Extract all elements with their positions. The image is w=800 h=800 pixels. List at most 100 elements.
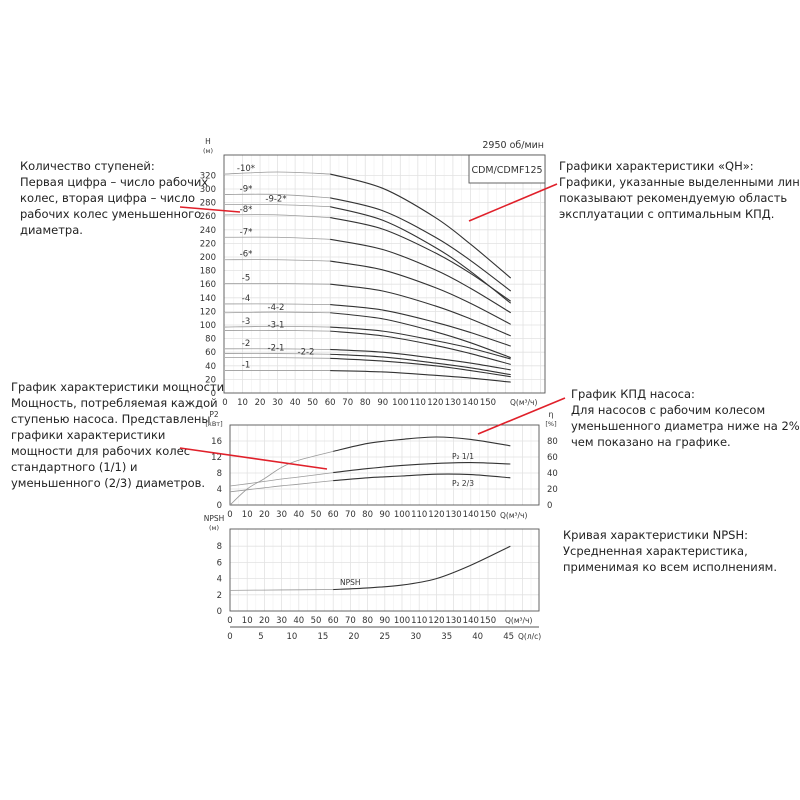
- y-axis-unit: (м): [209, 524, 219, 532]
- x-tick-label: 40: [293, 510, 304, 520]
- x-tick-label: 130: [445, 510, 461, 520]
- qh-curve-light--2: [224, 348, 331, 350]
- curve-label: -10*: [237, 164, 255, 174]
- y-tick-label: 240: [200, 226, 216, 236]
- x2-tick-label: 15: [317, 632, 328, 642]
- annotation-line: Мощность, потребляемая каждой: [11, 396, 218, 410]
- qh-curve--3: [330, 326, 511, 360]
- x-tick-label: 30: [276, 616, 287, 626]
- x2-tick-label: 30: [410, 632, 421, 642]
- annotation-pointer-line: [468, 183, 558, 222]
- y2-tick-label: 20: [547, 485, 558, 495]
- series-label: NPSH: [340, 578, 361, 587]
- y-tick-label: 4: [217, 575, 222, 585]
- x-axis-label: Q(м³/ч): [505, 616, 532, 625]
- y-tick-label: 0: [211, 389, 216, 399]
- x-tick-label: 110: [410, 398, 426, 408]
- x-tick-label: 100: [394, 616, 410, 626]
- x2-tick-label: 25: [379, 632, 390, 642]
- x-tick-label: 80: [362, 616, 373, 626]
- y-tick-label: 0: [217, 501, 222, 511]
- x-tick-label: 130: [445, 398, 461, 408]
- qh-curve--2-1: [330, 353, 511, 376]
- y-axis-label: NPSH: [204, 514, 225, 523]
- x-tick-label: 60: [325, 398, 336, 408]
- qh-curve--9-2*: [330, 206, 512, 304]
- y-tick-label: 12: [211, 453, 222, 463]
- curve-label: -2-2: [298, 348, 315, 358]
- qh-curve--6*: [330, 260, 511, 325]
- annotation-line: графики характеристики: [11, 428, 166, 442]
- curve-label: -2-1: [268, 344, 285, 354]
- curve-label: -2: [242, 339, 250, 349]
- x2-axis-label: Q(л/с): [518, 632, 541, 641]
- y-tick-label: 8: [217, 542, 222, 552]
- qh-curve-light--3: [224, 325, 331, 328]
- x-axis-label: Q(м³/ч): [510, 398, 537, 407]
- curve-label: -4-2: [268, 303, 285, 313]
- series-label: P₂ 2/3: [452, 479, 474, 488]
- x-tick-label: 150: [480, 510, 496, 520]
- x-tick-label: 50: [307, 398, 318, 408]
- qh-curve--8*: [330, 217, 512, 302]
- x-tick-label: 30: [276, 510, 287, 520]
- x-tick-label: 110: [411, 510, 427, 520]
- x-tick-label: 60: [328, 616, 339, 626]
- x-tick-label: 0: [227, 616, 232, 626]
- y2-tick-label: 40: [547, 469, 558, 479]
- annotation-pointer-line: [179, 206, 241, 213]
- annotation-efficiency: График КПД насоса: Для насосов с рабочим …: [571, 386, 800, 450]
- curve-label: -9*: [240, 184, 253, 194]
- x2-tick-label: 10: [287, 632, 298, 642]
- qh-curve-light--4-2: [224, 311, 331, 314]
- x-tick-label: 80: [362, 510, 373, 520]
- annotation-line: показывают рекомендуемую область: [559, 191, 788, 205]
- x-tick-label: 80: [360, 398, 371, 408]
- y-tick-label: 6: [217, 558, 222, 568]
- annotation-stages: Количество ступеней: Первая цифра – число…: [20, 158, 208, 238]
- x-axis-label: Q(м³/ч): [500, 511, 527, 520]
- x-tick-label: 20: [259, 616, 270, 626]
- annotation-line: диаметра.: [20, 223, 83, 237]
- x-tick-label: 90: [377, 398, 388, 408]
- curve-label: -7*: [240, 227, 253, 237]
- x-tick-label: 150: [480, 398, 496, 408]
- curve-label: -4: [242, 294, 250, 304]
- qh-curve-light--7*: [224, 236, 331, 240]
- x2-tick-label: 5: [258, 632, 263, 642]
- y-tick-label: 320: [200, 171, 216, 181]
- power-curve: [333, 462, 511, 474]
- x-tick-label: 20: [259, 510, 270, 520]
- x-tick-label: 140: [462, 398, 478, 408]
- annotation-line: График характеристики мощности: [11, 380, 225, 394]
- speed-label: 2950 об/мин: [482, 140, 544, 151]
- x-tick-label: 140: [463, 510, 479, 520]
- model-box: [468, 154, 546, 184]
- npsh-curve: [333, 545, 511, 591]
- y-axis-label: H: [205, 137, 211, 146]
- x-tick-label: 120: [428, 510, 444, 520]
- y2-axis-unit: [%]: [545, 420, 556, 428]
- annotation-line: Для насосов с рабочим колесом: [571, 403, 766, 417]
- y2-tick-label: 0: [547, 501, 552, 511]
- qh-curve-light--6*: [224, 259, 331, 262]
- plot-frame: [229, 424, 540, 506]
- curve-light-0: [229, 472, 334, 487]
- series-label: P₂ 1/1: [452, 452, 474, 461]
- annotation-pointer-line: [179, 447, 328, 470]
- x-tick-label: 120: [428, 616, 444, 626]
- y-axis-label: P2: [209, 410, 219, 419]
- annotation-power: График характеристики мощности Мощность, …: [11, 379, 224, 491]
- x-tick-label: 10: [242, 510, 253, 520]
- x-tick-label: 20: [255, 398, 266, 408]
- y-axis-unit: (м): [203, 147, 213, 155]
- x-tick-label: 130: [445, 616, 461, 626]
- annotation-pointer-line: [477, 397, 566, 435]
- annotation-line: График КПД насоса:: [571, 387, 695, 401]
- x-tick-label: 70: [345, 510, 356, 520]
- qh-curve-light--9*: [224, 193, 331, 199]
- annotation-line: Первая цифра – число рабочих: [20, 175, 209, 189]
- annotation-npsh: Кривая характеристики NPSH: Усредненная х…: [563, 527, 777, 575]
- curve-label: -9-2*: [265, 195, 286, 205]
